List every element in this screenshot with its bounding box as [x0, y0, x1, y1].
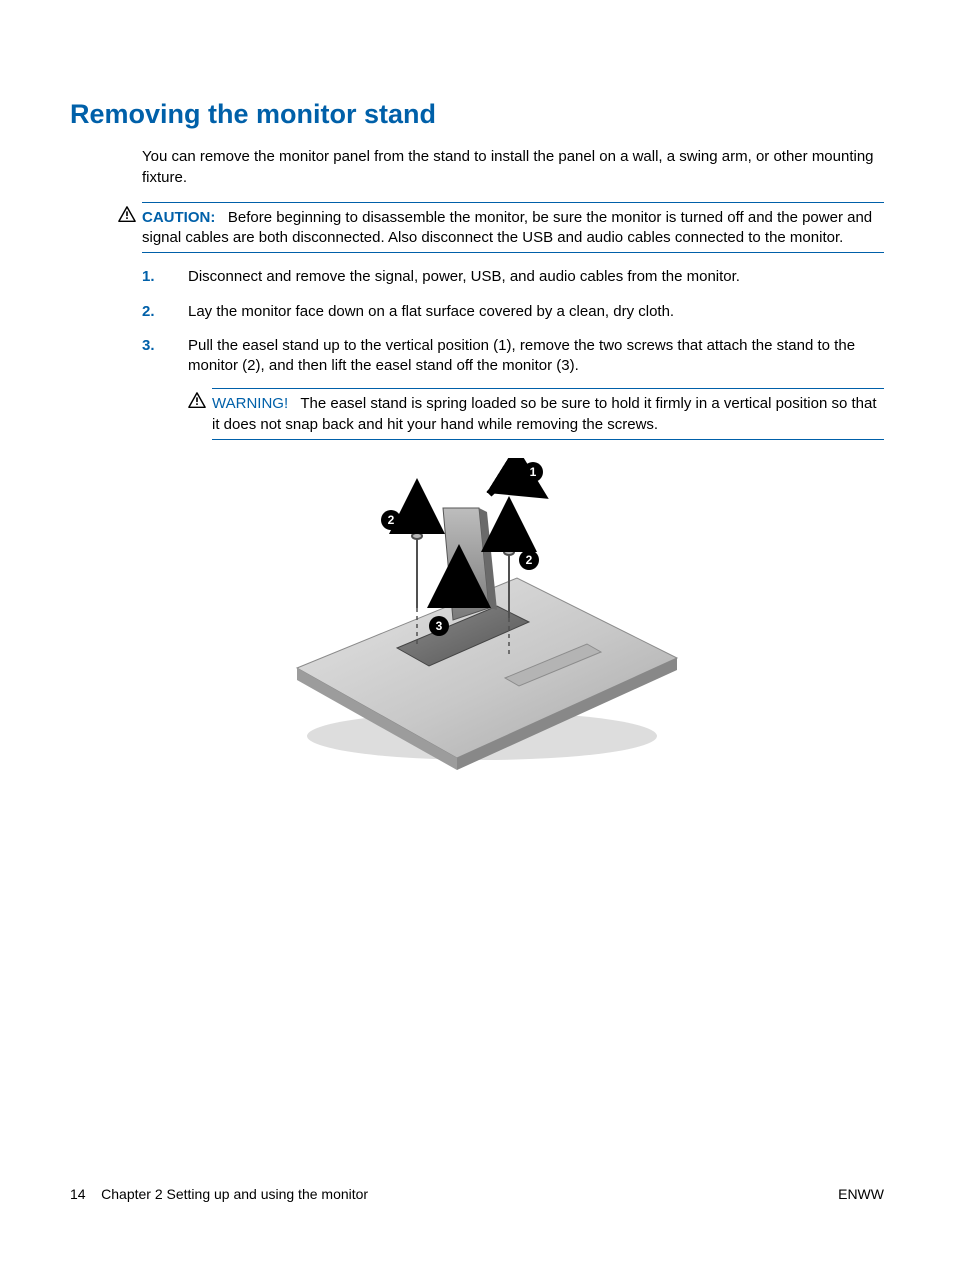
footer-left: 14 Chapter 2 Setting up and using the mo… — [70, 1185, 368, 1204]
caution-notice: CAUTION: Before beginning to disassemble… — [118, 203, 884, 253]
intro-paragraph: You can remove the monitor panel from th… — [142, 147, 884, 188]
page-number: 14 — [70, 1186, 86, 1202]
chapter-title: Chapter 2 Setting up and using the monit… — [101, 1186, 368, 1202]
warning-icon — [188, 392, 206, 408]
caution-text: Before beginning to disassemble the moni… — [142, 209, 872, 246]
step-number: 2. — [142, 302, 188, 322]
callout-1: 1 — [530, 465, 537, 479]
step-text: Lay the monitor face down on a flat surf… — [188, 302, 884, 322]
warning-notice: WARNING! The easel stand is spring loade… — [188, 389, 884, 439]
caution-label: CAUTION: — [142, 209, 215, 226]
section-heading: Removing the monitor stand — [70, 96, 884, 132]
warning-text: The easel stand is spring loaded so be s… — [212, 395, 876, 432]
step-text: Pull the easel stand up to the vertical … — [188, 336, 884, 377]
warning-label: WARNING! — [212, 395, 288, 412]
step-item: 2. Lay the monitor face down on a flat s… — [70, 302, 884, 322]
callout-3: 3 — [436, 619, 443, 633]
callout-2a: 2 — [388, 513, 395, 527]
step-item: 1. Disconnect and remove the signal, pow… — [70, 267, 884, 287]
steps-list: 1. Disconnect and remove the signal, pow… — [70, 267, 884, 376]
figure: 1 2 2 3 — [70, 458, 884, 794]
caution-rule-bottom — [142, 252, 884, 253]
stand-removal-diagram: 1 2 2 3 — [257, 458, 697, 788]
page-footer: 14 Chapter 2 Setting up and using the mo… — [70, 1185, 884, 1204]
step-number: 3. — [142, 336, 188, 356]
footer-right: ENWW — [838, 1185, 884, 1204]
step-item: 3. Pull the easel stand up to the vertic… — [70, 336, 884, 377]
step-number: 1. — [142, 267, 188, 287]
caution-icon — [118, 206, 136, 222]
page: Removing the monitor stand You can remov… — [0, 0, 954, 1270]
step-text: Disconnect and remove the signal, power,… — [188, 267, 884, 287]
warning-rule-bottom — [212, 439, 884, 440]
callout-2b: 2 — [526, 553, 533, 567]
